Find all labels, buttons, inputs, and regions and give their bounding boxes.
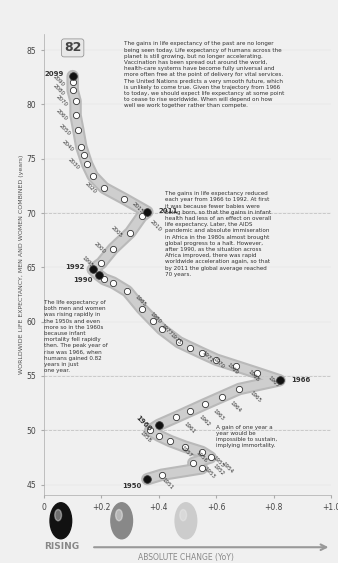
Text: 1952: 1952 [212, 463, 225, 477]
Circle shape [116, 510, 122, 521]
Text: 1966: 1966 [291, 377, 310, 383]
Text: 2090: 2090 [52, 74, 66, 88]
Text: 1957: 1957 [180, 445, 194, 458]
Text: The gains in life expectancy reduced
each year from 1966 to 1992. At first
it wa: The gains in life expectancy reduced eac… [165, 191, 271, 277]
Text: 1958: 1958 [139, 431, 152, 444]
Circle shape [111, 503, 132, 539]
Text: ABSOLUTE CHANGE (YoY): ABSOLUTE CHANGE (YoY) [138, 553, 234, 562]
Text: 1975: 1975 [169, 332, 182, 345]
Text: 1951: 1951 [161, 477, 174, 490]
Text: A gain of one year a
year would be
impossible to sustain,
implying immortality.: A gain of one year a year would be impos… [216, 425, 277, 449]
Text: 2000: 2000 [93, 242, 106, 255]
Text: 2050: 2050 [58, 123, 72, 137]
Text: The life expectancy of
both men and women
was rising rapidly in
the 1950s and ev: The life expectancy of both men and wome… [44, 300, 108, 373]
Text: 1962: 1962 [197, 414, 211, 428]
Text: 1953: 1953 [203, 467, 217, 480]
Text: 1968: 1968 [246, 369, 260, 382]
Text: 1980: 1980 [148, 311, 162, 325]
Text: 82: 82 [64, 42, 81, 55]
Text: 1963: 1963 [212, 408, 225, 421]
Text: 1995: 1995 [81, 256, 95, 269]
Text: 1967: 1967 [266, 376, 280, 388]
Circle shape [180, 510, 187, 521]
Text: 1971: 1971 [200, 350, 214, 364]
Text: RISING: RISING [44, 542, 79, 551]
Text: 2005: 2005 [110, 225, 123, 239]
Text: 2070: 2070 [55, 94, 69, 107]
Text: 1990: 1990 [73, 278, 93, 283]
Y-axis label: WORLDWIDE LIFE EXPECTANCY, MEN AND WOMEN COMBINED (years): WORLDWIDE LIFE EXPECTANCY, MEN AND WOMEN… [19, 155, 24, 374]
Text: 2030: 2030 [67, 157, 80, 170]
Text: 1964: 1964 [229, 400, 242, 414]
Text: 1950: 1950 [122, 482, 142, 489]
Text: 1954: 1954 [220, 461, 234, 475]
Text: 1956: 1956 [194, 450, 208, 464]
Circle shape [55, 510, 62, 521]
Text: 1970: 1970 [212, 356, 225, 369]
Text: 1985: 1985 [134, 294, 148, 307]
Circle shape [175, 503, 197, 539]
Text: 1992: 1992 [65, 264, 84, 270]
Text: 2060: 2060 [55, 108, 69, 122]
Text: 2080: 2080 [52, 83, 66, 96]
Text: 1965: 1965 [249, 391, 263, 404]
Circle shape [50, 503, 72, 539]
Text: 2040: 2040 [61, 140, 74, 153]
Text: 1955: 1955 [212, 455, 225, 469]
Text: 2011: 2011 [159, 208, 178, 214]
Text: 1961: 1961 [183, 421, 196, 434]
Text: 1960: 1960 [135, 414, 152, 432]
Text: 1977: 1977 [160, 323, 173, 337]
Text: 2099: 2099 [45, 71, 64, 77]
Text: 2010: 2010 [148, 219, 162, 233]
Text: 2015: 2015 [131, 202, 145, 215]
Text: 2020: 2020 [84, 181, 97, 194]
Text: The gains in life expectancy of the past are no longer
being seen today. Life ex: The gains in life expectancy of the past… [124, 42, 285, 109]
Text: 1969: 1969 [226, 362, 240, 376]
